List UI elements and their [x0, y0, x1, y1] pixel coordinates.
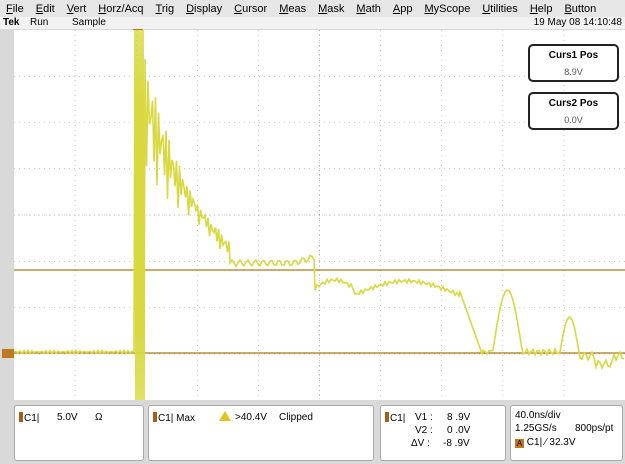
menu-help[interactable]: Help [529, 2, 553, 15]
menu-edit[interactable]: Edit [35, 2, 55, 15]
max-measurement[interactable]: C1| Max >40.4V Clipped [148, 405, 374, 461]
acquisition-mode: Sample [72, 17, 106, 28]
delta-v-value: -8 .9V [443, 438, 470, 449]
cursor1-value: 8.9V [564, 67, 583, 77]
cursor-channel: C1 [390, 413, 403, 424]
channel-color-icon [153, 412, 157, 422]
cursor2-value: 0.0V [564, 115, 583, 125]
graticule [14, 30, 625, 400]
status-bar: Tek Run Sample 19 May 08 14:10:48 [0, 17, 625, 29]
max-value: >40.4V [235, 412, 267, 423]
menu-trig[interactable]: Trig [155, 2, 175, 15]
cursor1-title: Curs1 Pos [548, 50, 599, 61]
timebase-readout[interactable]: 40.0ns/div 1.25GS/s 800ps/pt A C1| ∕ 32.… [510, 405, 623, 461]
menu-bar: File Edit Vert Horz/Acq Trig Display Cursor Mea… [0, 0, 625, 17]
record-resolution: 800ps/pt [575, 423, 614, 434]
menu-cursor[interactable]: Cursor [234, 2, 268, 15]
trigger-setting: C1| ∕ 32.3V [526, 437, 576, 448]
run-state: Run [30, 17, 49, 28]
menu-utilities[interactable]: Utilities [482, 2, 518, 15]
v2-value: 0 .0V [447, 425, 471, 436]
cursor2-position-box[interactable]: Curs2 Pos 0.0V [528, 92, 619, 130]
delta-v-label: ΔV : [411, 438, 430, 449]
menu-mask[interactable]: Mask [318, 2, 345, 15]
sample-rate: 1.25GS/s [515, 423, 557, 434]
channel-ground-marker[interactable] [2, 349, 14, 358]
cursor-readout[interactable]: C1| V1 : 8 .9V V2 : 0 .0V ΔV : -8 .9V [380, 405, 506, 461]
menu-app[interactable]: App [392, 2, 413, 15]
menu-horz-acq[interactable]: Horz/Acq [98, 2, 144, 15]
cursor1-position-box[interactable]: Curs1 Pos 8.9V [528, 44, 619, 82]
channel-color-icon [19, 412, 23, 422]
menu-button[interactable]: Button [564, 2, 597, 15]
menu-math[interactable]: Math [356, 2, 381, 15]
v1-label: V1 : [415, 412, 433, 423]
v1-value: 8 .9V [447, 412, 471, 423]
clipped-note: Clipped [279, 412, 313, 423]
channel-readout[interactable]: C1| 5.0V Ω [14, 405, 144, 461]
channel-name: C1 [24, 413, 37, 424]
brand-label: Tek [3, 17, 20, 28]
v2-label: V2 : [415, 425, 433, 436]
coupling: Ω [95, 412, 103, 423]
waveform-display[interactable] [14, 30, 625, 400]
vertical-scale: 5.0V [57, 412, 78, 423]
trigger-source-icon: A [515, 439, 524, 448]
warning-icon [219, 411, 231, 423]
menu-myscope[interactable]: MyScope [424, 2, 471, 15]
menu-vert[interactable]: Vert [66, 2, 87, 15]
menu-display[interactable]: Display [186, 2, 223, 15]
max-label: C1| Max [158, 413, 196, 424]
menu-file[interactable]: File [6, 2, 24, 15]
channel-color-icon [385, 412, 389, 422]
waveform-trace [14, 30, 625, 400]
cursor2-title: Curs2 Pos [548, 98, 599, 109]
datetime: 19 May 08 14:10:48 [533, 17, 622, 28]
menu-meas[interactable]: Meas [279, 2, 307, 15]
time-per-div: 40.0ns/div [515, 410, 561, 421]
